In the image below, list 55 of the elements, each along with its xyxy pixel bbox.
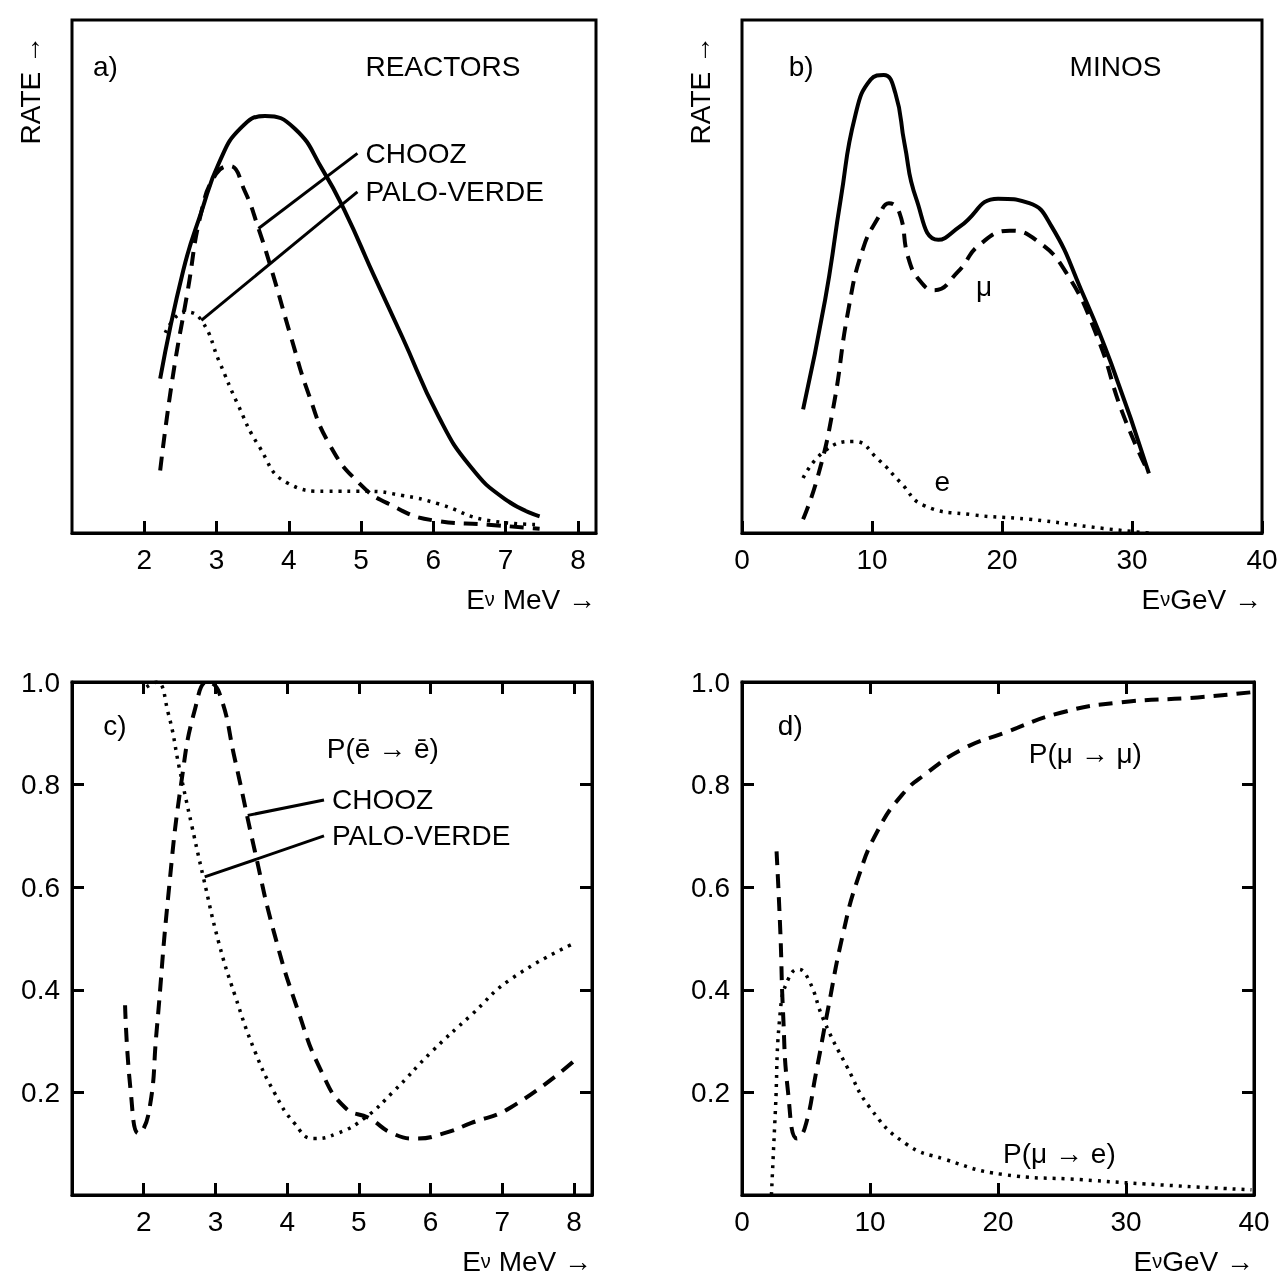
y-tick-label: 1.0 bbox=[691, 666, 730, 698]
annotation: c) bbox=[103, 710, 127, 742]
y-tick-label: 0.6 bbox=[21, 871, 60, 903]
annotation: P(ē → ē) bbox=[326, 733, 439, 765]
x-tick-label: 4 bbox=[281, 543, 297, 575]
x-tick-label: 5 bbox=[351, 1205, 367, 1237]
x-tick-label: 3 bbox=[208, 543, 225, 575]
annotation: e bbox=[934, 466, 950, 498]
x-axis-title: EνGeV → bbox=[1133, 1245, 1255, 1277]
annotation: PALO-VERDE bbox=[365, 176, 544, 208]
x-tick-label: 7 bbox=[497, 543, 514, 575]
x-tick-label: 0 bbox=[734, 543, 750, 575]
text: REACTORS bbox=[365, 50, 521, 82]
x-tick-label: 40 bbox=[1246, 543, 1278, 575]
x-tick-label: 8 bbox=[566, 1205, 582, 1237]
annotation: b) bbox=[788, 50, 814, 82]
annotation: d) bbox=[777, 710, 803, 742]
y-tick-label: 0.4 bbox=[691, 974, 730, 1006]
x-tick-label: 3 bbox=[207, 1205, 224, 1237]
x-axis-title: Eν MeV → bbox=[462, 1245, 593, 1277]
y-tick-label: 0.2 bbox=[691, 1076, 730, 1108]
annotation: CHOOZ bbox=[332, 784, 434, 816]
y-tick-label: 1.0 bbox=[21, 666, 60, 698]
x-tick-label: 5 bbox=[353, 543, 369, 575]
y-tick-label: 0.6 bbox=[691, 871, 730, 903]
annotation: PALO-VERDE bbox=[332, 820, 511, 852]
text: a) bbox=[92, 50, 118, 82]
x-tick-label: 10 bbox=[856, 543, 888, 575]
x-tick-label: 30 bbox=[1116, 543, 1148, 575]
annotation: MINOS bbox=[1069, 50, 1162, 82]
x-tick-label: 6 bbox=[425, 543, 442, 575]
y-tick-label: 0.2 bbox=[21, 1076, 60, 1108]
x-tick-label: 2 bbox=[136, 543, 153, 575]
x-axis-title: EνGeV → bbox=[1141, 583, 1263, 615]
annotation: P(μ → μ) bbox=[1028, 738, 1142, 770]
x-tick-label: 6 bbox=[422, 1205, 439, 1237]
x-tick-label: 2 bbox=[135, 1205, 152, 1237]
x-tick-label: 30 bbox=[1110, 1205, 1142, 1237]
x-tick-label: 20 bbox=[982, 1205, 1014, 1237]
annotation: CHOOZ bbox=[365, 137, 467, 169]
y-axis-title: RATE → bbox=[14, 36, 46, 145]
x-tick-label: 0 bbox=[734, 1205, 750, 1237]
annotation: P(μ → e) bbox=[1003, 1138, 1116, 1170]
y-tick-label: 0.8 bbox=[21, 769, 60, 801]
x-tick-label: 40 bbox=[1238, 1205, 1270, 1237]
x-tick-label: 10 bbox=[854, 1205, 886, 1237]
x-tick-label: 8 bbox=[570, 543, 586, 575]
x-tick-label: 4 bbox=[279, 1205, 295, 1237]
annotation: μ bbox=[976, 271, 993, 303]
y-axis-title: RATE → bbox=[684, 36, 716, 145]
x-axis-title: Eν MeV → bbox=[466, 583, 597, 615]
x-tick-label: 20 bbox=[986, 543, 1018, 575]
x-tick-label: 7 bbox=[494, 1205, 511, 1237]
y-tick-label: 0.4 bbox=[21, 974, 60, 1006]
y-tick-label: 0.8 bbox=[691, 769, 730, 801]
